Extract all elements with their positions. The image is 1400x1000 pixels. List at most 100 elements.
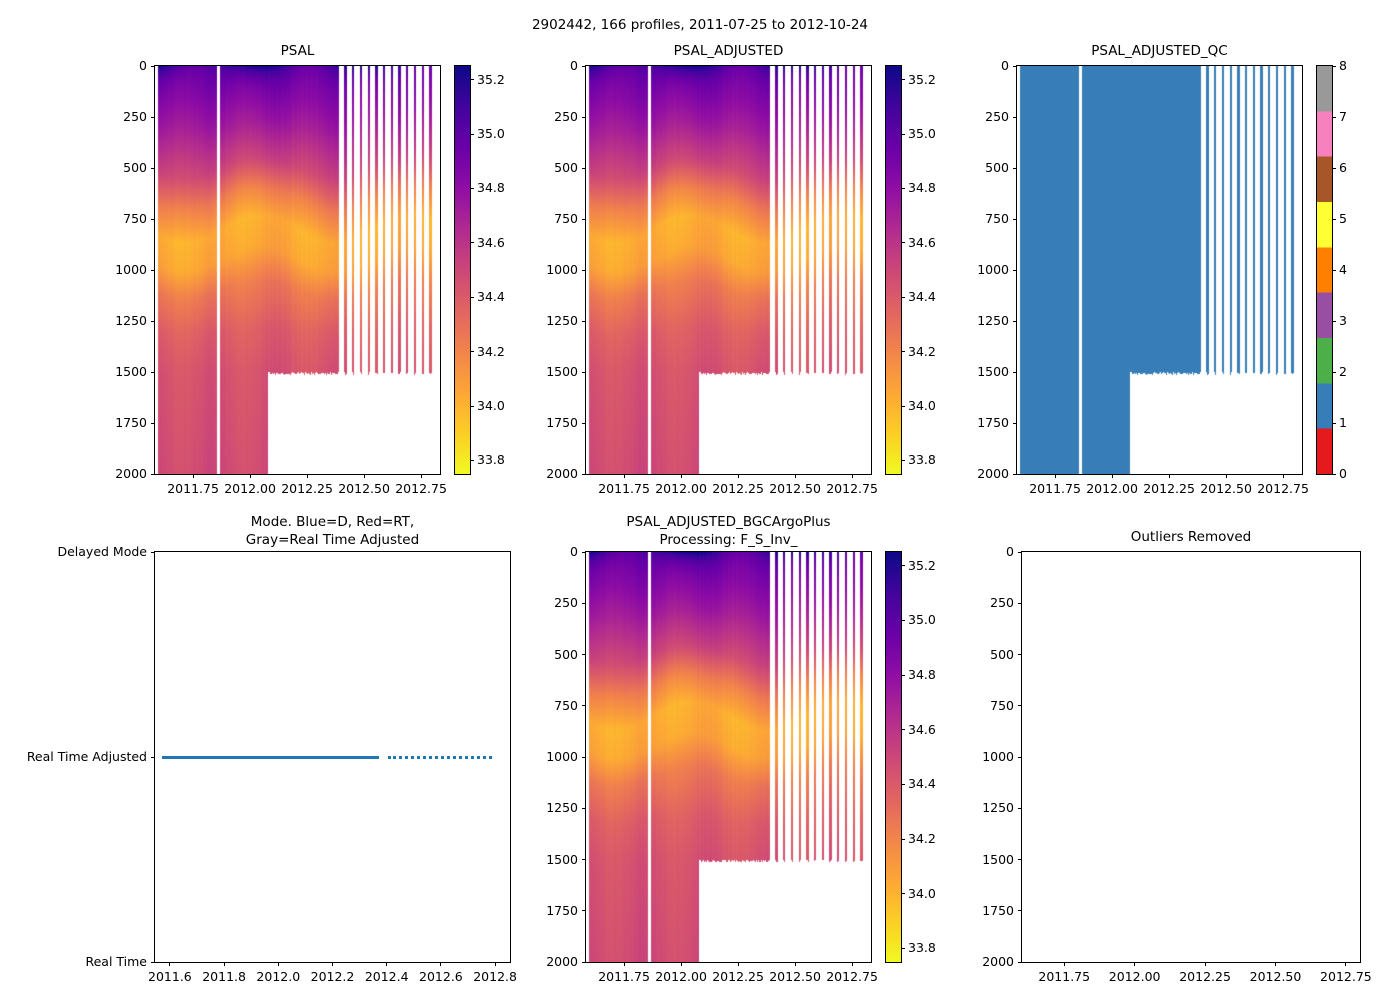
y-tick-mark — [151, 371, 155, 373]
y-tick-label: 2000 — [977, 466, 1009, 481]
x-tick-mark — [1275, 962, 1276, 966]
colorbar-tick-label: 33.8 — [908, 940, 936, 956]
x-tick-mark — [1063, 962, 1065, 966]
y-tick-label: 1250 — [115, 313, 147, 328]
colorbar-tick-label: 35.2 — [908, 557, 936, 573]
colorbar-tick-mark — [1332, 422, 1336, 424]
y-tick-label: 1000 — [977, 262, 1009, 277]
x-tick-mark — [332, 962, 333, 966]
x-tick-label: 2012.75 — [826, 481, 878, 496]
x-tick-label: 2011.75 — [598, 481, 650, 496]
x-tick-label: 2011.75 — [598, 969, 650, 984]
y-tick-label: 500 — [990, 646, 1014, 662]
y-tick-mark — [1013, 65, 1017, 67]
colorbar-tick-label: 6 — [1339, 160, 1347, 175]
colorbar-tick-label: 34.0 — [908, 885, 936, 901]
colorbar-tick-label: 34.6 — [908, 234, 936, 250]
x-tick-mark — [680, 474, 682, 478]
colorbar-tick-label: 34.8 — [477, 180, 505, 196]
x-tick-label: 2012.00 — [1108, 969, 1161, 984]
colorbar-tick-mark — [901, 351, 905, 353]
x-tick-label: 2012.75 — [1320, 969, 1372, 984]
y-tick-label: 1250 — [977, 313, 1009, 328]
colorbar-tick-mark — [901, 405, 905, 407]
y-tick-mark — [151, 756, 155, 758]
y-tick-label: 1000 — [982, 749, 1014, 764]
colorbar-tick-mark — [470, 351, 474, 353]
colorbar-tick-mark — [901, 133, 905, 135]
x-tick-mark — [440, 962, 442, 966]
y-tick-mark — [582, 473, 586, 475]
colorbar-tick-mark — [901, 296, 905, 298]
outliers-title: Outliers Removed — [1130, 529, 1252, 545]
colorbar-tick-label: 34.0 — [477, 398, 505, 413]
psal-colorbar — [454, 65, 471, 475]
y-tick-label: 2000 — [546, 466, 578, 481]
y-tick-mark — [1013, 473, 1017, 475]
x-tick-mark — [1054, 474, 1056, 478]
x-tick-mark — [1111, 474, 1113, 478]
y-tick-mark — [151, 422, 155, 424]
y-tick-mark — [582, 705, 586, 707]
colorbar-tick-mark — [1332, 116, 1336, 118]
y-tick-label: 250 — [554, 109, 578, 124]
y-tick-label: 1750 — [115, 415, 147, 430]
bgc-plot-area — [585, 551, 872, 963]
y-tick-label: 250 — [554, 595, 578, 611]
colorbar-tick-mark — [1332, 269, 1336, 271]
colorbar-tick-label: 34.4 — [908, 776, 936, 792]
psal-adjusted-plot-area — [585, 65, 872, 475]
y-tick-mark — [582, 961, 586, 963]
colorbar-tick-mark — [901, 79, 905, 81]
y-tick-mark — [1018, 859, 1022, 860]
y-tick-mark — [151, 116, 155, 118]
y-tick-mark — [1018, 807, 1022, 809]
x-tick-label: 2012.00 — [655, 481, 707, 496]
colorbar-tick-label: 7 — [1339, 109, 1347, 124]
y-tick-mark — [151, 961, 155, 963]
y-tick-label: 250 — [985, 109, 1009, 124]
y-tick-mark — [582, 116, 586, 118]
colorbar-tick-label: 1 — [1339, 415, 1347, 430]
x-tick-label: 2011.6 — [148, 969, 192, 984]
y-tick-label: 1000 — [546, 262, 578, 277]
y-tick-label: 750 — [554, 211, 578, 226]
bgc-colorbar — [885, 551, 902, 963]
y-tick-label: 1500 — [982, 851, 1014, 867]
x-tick-mark — [851, 962, 853, 966]
colorbar-tick-label: 34.2 — [908, 831, 936, 846]
x-tick-label: 2012.25 — [281, 481, 333, 496]
x-tick-label: 2012.50 — [338, 481, 390, 496]
outliers-plot-area — [1021, 551, 1361, 963]
y-tick-label: 250 — [123, 109, 147, 124]
y-tick-label: 0 — [570, 544, 578, 559]
x-tick-mark — [1282, 474, 1284, 478]
colorbar-tick-mark — [901, 565, 905, 567]
x-tick-mark — [737, 474, 739, 478]
y-tick-label: 2000 — [982, 954, 1014, 969]
y-tick-mark — [582, 602, 586, 604]
y-tick-mark — [1018, 551, 1022, 553]
x-tick-mark — [420, 474, 422, 478]
x-tick-mark — [1168, 474, 1170, 478]
colorbar-tick-mark — [901, 459, 905, 461]
y-tick-label: 1750 — [977, 415, 1009, 430]
x-tick-mark — [363, 474, 365, 478]
y-tick-mark — [1013, 371, 1017, 373]
x-tick-label: 2012.25 — [1143, 481, 1195, 496]
colorbar-tick-mark — [1332, 371, 1336, 373]
y-tick-mark — [582, 422, 586, 424]
x-tick-mark — [794, 962, 796, 966]
x-tick-label: 2012.00 — [1086, 481, 1138, 496]
qc-title: PSAL_ADJUSTED_QC — [1091, 43, 1228, 59]
colorbar-tick-mark — [1332, 218, 1336, 220]
y-tick-mark — [582, 371, 586, 373]
y-tick-label: 1500 — [977, 364, 1009, 379]
y-tick-mark — [1018, 602, 1022, 604]
y-tick-label: 1750 — [546, 415, 578, 430]
y-tick-label: 0 — [1006, 544, 1014, 559]
y-tick-mark — [582, 910, 586, 912]
colorbar-tick-mark — [901, 947, 905, 949]
colorbar-tick-mark — [901, 729, 905, 731]
